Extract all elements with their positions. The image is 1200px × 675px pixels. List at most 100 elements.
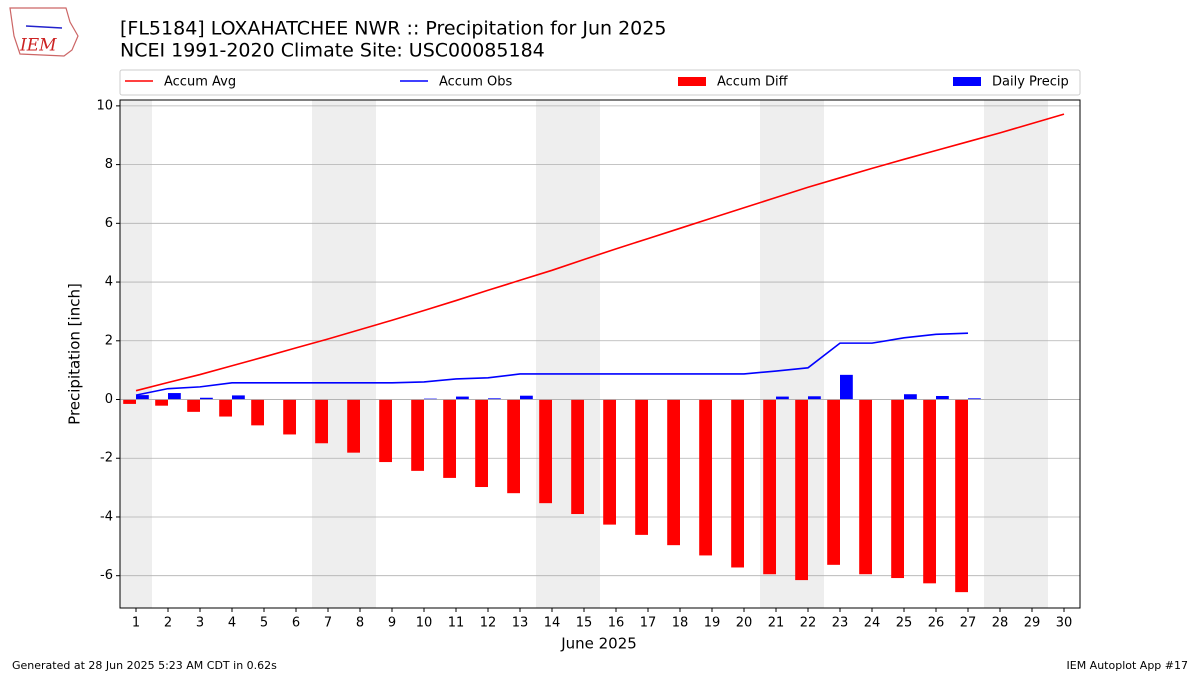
- x-tick-label: 29: [1024, 616, 1041, 631]
- logo-line: [25, 25, 63, 29]
- x-tick-label: 8: [356, 616, 364, 631]
- x-tick-label: 15: [576, 616, 593, 631]
- x-tick-label: 20: [736, 616, 753, 631]
- line: [135, 113, 1065, 392]
- y-tick-label: -4: [100, 509, 113, 524]
- y-tick-label: 2: [105, 333, 113, 348]
- weekend-shade: [536, 100, 568, 608]
- bar: [571, 399, 584, 515]
- y-tick-label: 4: [105, 275, 113, 290]
- bar: [603, 399, 616, 525]
- bar: [136, 395, 149, 400]
- bar: [763, 399, 776, 575]
- x-tick-label: 23: [832, 616, 849, 631]
- bar: [411, 399, 424, 471]
- bar: [808, 396, 821, 400]
- x-tick-label: 14: [544, 616, 561, 631]
- bar: [840, 374, 853, 400]
- x-tick-label: 5: [260, 616, 268, 631]
- y-axis-label: Precipitation [inch]: [66, 283, 84, 425]
- bar: [968, 398, 981, 400]
- x-tick-label: 2: [164, 616, 172, 631]
- bar: [776, 396, 789, 400]
- x-tick-label: 22: [800, 616, 817, 631]
- x-tick-label: 30: [1056, 616, 1073, 631]
- logo: IEM: [9, 7, 79, 57]
- y-tick-label: 8: [105, 157, 113, 172]
- legend-box: [119, 69, 1081, 96]
- footer-right: IEM Autoplot App #17: [1067, 659, 1189, 672]
- bar: [904, 394, 917, 400]
- legend-entry: Accum Obs: [400, 75, 512, 90]
- legend-label: Accum Avg: [164, 75, 236, 90]
- bar: [219, 399, 232, 417]
- bar: [123, 399, 136, 404]
- y-tick-label: 10: [96, 98, 113, 113]
- legend-label: Daily Precip: [992, 75, 1069, 90]
- y-tick-label: -6: [100, 568, 113, 583]
- weekend-shade: [568, 100, 600, 608]
- plot-frame: [119, 99, 1081, 609]
- bar: [187, 399, 200, 412]
- bar: [520, 395, 533, 400]
- legend-swatch: [953, 77, 981, 86]
- footer-left: Generated at 28 Jun 2025 5:23 AM CDT in …: [12, 659, 277, 672]
- bar: [891, 399, 904, 579]
- chart-subtitle: NCEI 1991-2020 Climate Site: USC00085184: [120, 40, 545, 62]
- x-tick-label: 21: [768, 616, 785, 631]
- weekend-shade: [984, 100, 1016, 608]
- bar: [731, 399, 744, 568]
- x-tick-label: 10: [416, 616, 433, 631]
- y-tick-label: -2: [100, 451, 113, 466]
- bar: [699, 399, 712, 556]
- bar: [168, 393, 181, 400]
- x-tick-label: 9: [388, 616, 396, 631]
- bar: [936, 395, 949, 400]
- bar: [155, 399, 168, 406]
- x-tick-label: 19: [704, 616, 721, 631]
- logo-outline: [9, 7, 79, 57]
- logo-text: IEM: [19, 36, 57, 56]
- weekend-shade: [1016, 100, 1048, 608]
- x-tick-label: 7: [324, 616, 332, 631]
- bar: [424, 398, 437, 400]
- legend-entry: Accum Diff: [678, 75, 789, 90]
- x-axis-label: June 2025: [560, 635, 637, 653]
- x-tick-label: 25: [896, 616, 913, 631]
- y-tick-label: 0: [105, 392, 113, 407]
- chart-title: [FL5184] LOXAHATCHEE NWR :: Precipitatio…: [120, 18, 666, 40]
- bar: [347, 399, 360, 453]
- x-tick-label: 1: [132, 616, 140, 631]
- bar: [635, 399, 648, 535]
- bar: [443, 399, 456, 478]
- bar: [923, 399, 936, 584]
- x-tick-label: 26: [928, 616, 945, 631]
- bar: [488, 398, 501, 400]
- x-tick-label: 16: [608, 616, 625, 631]
- bar: [859, 399, 872, 575]
- bar: [667, 399, 680, 546]
- weekend-shade: [312, 100, 344, 608]
- x-tick-label: 12: [480, 616, 497, 631]
- weekend-shade: [120, 100, 152, 608]
- bar: [232, 395, 245, 400]
- bar: [827, 399, 840, 565]
- y-tick-label: 6: [105, 216, 113, 231]
- bar: [200, 397, 213, 400]
- legend-entry: Daily Precip: [953, 75, 1069, 90]
- bar: [315, 399, 328, 444]
- x-tick-label: 11: [448, 616, 465, 631]
- bar: [795, 399, 808, 581]
- bar: [475, 399, 488, 488]
- bar: [539, 399, 552, 504]
- legend-label: Accum Obs: [439, 75, 512, 90]
- x-tick-label: 24: [864, 616, 881, 631]
- x-tick-label: 4: [228, 616, 236, 631]
- x-tick-label: 6: [292, 616, 300, 631]
- x-tick-label: 28: [992, 616, 1009, 631]
- bar: [251, 399, 264, 426]
- x-tick-label: 17: [640, 616, 657, 631]
- line: [135, 332, 969, 396]
- legend-swatch: [678, 77, 706, 86]
